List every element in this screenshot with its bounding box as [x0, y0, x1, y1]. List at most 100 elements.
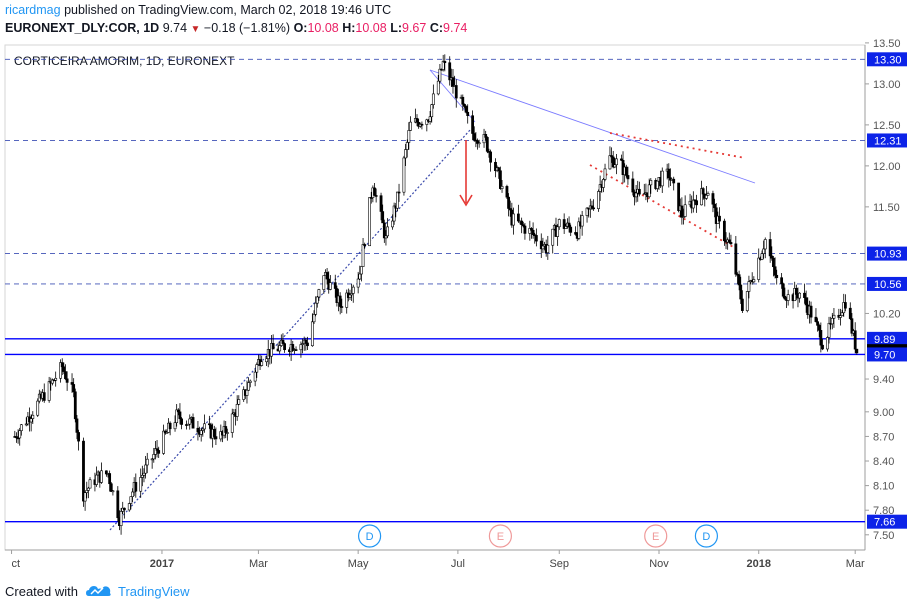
- candle-down: [775, 274, 779, 278]
- candle-down: [466, 111, 470, 116]
- candle-down: [64, 371, 67, 380]
- candle-up: [430, 104, 434, 118]
- candle-up: [47, 381, 51, 401]
- candle-up: [546, 244, 550, 253]
- candle-up: [315, 296, 319, 304]
- candle-up: [647, 184, 651, 198]
- x-tick-label: Sep: [549, 558, 569, 570]
- candle-down: [333, 282, 337, 289]
- x-tick-label: Nov: [649, 558, 669, 570]
- candle-down: [104, 470, 108, 475]
- candle-down: [65, 378, 69, 383]
- drawings-layer: [109, 69, 756, 531]
- candle-down: [379, 195, 383, 212]
- candle-down: [624, 166, 628, 176]
- candle-down: [176, 409, 180, 413]
- high-value: 10.08: [355, 21, 387, 35]
- candle-down: [73, 391, 77, 420]
- earnings-marker[interactable]: [488, 524, 512, 548]
- candle-down: [739, 284, 743, 300]
- candle-up: [100, 470, 103, 483]
- candle-down: [783, 295, 787, 300]
- candle-up: [827, 322, 831, 338]
- candle-down: [224, 426, 228, 433]
- candle-down: [62, 366, 66, 372]
- candle-up: [83, 492, 87, 502]
- candle-up: [358, 273, 362, 280]
- candle-up: [235, 403, 239, 417]
- x-tick-label: 2018: [746, 558, 770, 570]
- candle-up: [825, 337, 829, 350]
- candle-up: [165, 432, 169, 434]
- candle-up: [763, 239, 767, 250]
- close-label: C:: [429, 21, 444, 35]
- candle-down: [116, 490, 120, 519]
- candle-down: [672, 178, 676, 184]
- candle-down: [134, 482, 138, 492]
- y-tick-label: 8.10: [873, 481, 894, 493]
- candle-up: [839, 315, 842, 318]
- published-text: published on TradingView.com, March 02, …: [64, 3, 392, 17]
- candle-up: [201, 428, 205, 431]
- candle-up: [691, 199, 695, 209]
- candle-up: [322, 275, 326, 290]
- candle-up: [597, 191, 600, 209]
- price-badge: [867, 276, 907, 291]
- candle-down: [740, 298, 744, 311]
- candle-down: [60, 362, 64, 368]
- author-link[interactable]: ricardmag: [5, 3, 61, 17]
- candle-down: [611, 156, 615, 168]
- candle-down: [415, 118, 419, 123]
- candle-down: [848, 307, 852, 319]
- candle-down: [306, 342, 309, 347]
- price-badge-label: 13.30: [874, 54, 902, 66]
- y-tick-label: 9.40: [873, 374, 894, 386]
- y-tick-label: 8.70: [873, 431, 894, 443]
- candle-down: [772, 257, 775, 268]
- price-chart[interactable]: CORTICEIRA AMORIM, 1D, EURONEXT 7.50 7.80…: [0, 0, 913, 580]
- y-tick-label: 7.80: [873, 505, 894, 517]
- rising-trendline[interactable]: [109, 129, 471, 531]
- low-value: 9.67: [402, 21, 427, 35]
- candle-up: [786, 294, 790, 301]
- candle-down: [497, 167, 501, 172]
- candle-down: [569, 226, 573, 233]
- candle-up: [431, 93, 435, 105]
- candle-down: [72, 384, 76, 393]
- candle-down: [817, 325, 821, 331]
- candle-up: [384, 235, 388, 239]
- candle-down: [463, 103, 466, 107]
- candle-down: [809, 305, 813, 318]
- candle-down: [610, 155, 613, 158]
- candle-down: [626, 175, 630, 180]
- candle-down: [281, 339, 285, 344]
- candle-down: [191, 417, 195, 429]
- candle-down: [196, 427, 200, 433]
- earnings-marker[interactable]: [644, 524, 668, 548]
- falling-trendline[interactable]: [429, 69, 756, 184]
- y-tick-label: 9.00: [873, 407, 894, 419]
- candle-up: [203, 423, 206, 430]
- candle-down: [507, 196, 510, 209]
- dividend-marker[interactable]: [694, 524, 719, 548]
- candle-down: [567, 222, 571, 228]
- candle-up: [248, 380, 252, 383]
- wedge-upper-line[interactable]: [609, 132, 746, 159]
- y-tick-label: 11.50: [873, 202, 900, 214]
- candle-down: [590, 205, 594, 209]
- wedge-lower-line[interactable]: [589, 164, 736, 249]
- price-badge: [867, 133, 907, 148]
- candle-down: [521, 224, 525, 227]
- candle-up: [140, 474, 144, 478]
- candle-down: [843, 302, 847, 309]
- candle-down: [108, 473, 112, 485]
- dividend-marker[interactable]: [358, 524, 382, 548]
- candle-down: [816, 321, 819, 326]
- candle-down: [291, 344, 295, 351]
- candle-up: [360, 266, 363, 275]
- down-triangle-icon: ▼: [190, 24, 201, 35]
- candle-up: [152, 454, 156, 460]
- tradingview-logo[interactable]: TradingView: [85, 583, 190, 599]
- candle-up: [642, 193, 646, 195]
- candle-down: [207, 423, 211, 426]
